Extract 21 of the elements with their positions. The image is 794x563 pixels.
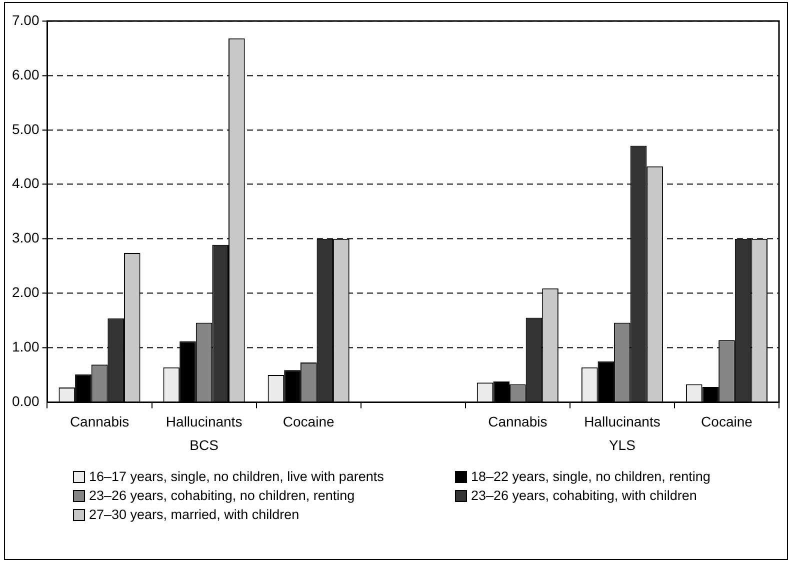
- x-tick-label: Cannabis: [70, 413, 130, 430]
- y-tick-label: 3.00: [12, 230, 40, 246]
- text: YLS: [608, 437, 636, 454]
- x-tick-label: Hallucinants: [584, 413, 660, 430]
- legend-label: 27–30 years, married, with children: [89, 507, 300, 522]
- y-tick-label: 2.00: [12, 284, 40, 300]
- x-tick-label: Cocaine: [701, 413, 753, 430]
- y-tick-label: 1.00: [12, 338, 40, 355]
- x-tick-label: Cocaine: [282, 413, 334, 430]
- legend-label: 23–26 years, cohabiting, with children: [471, 488, 697, 503]
- legend-label: 18–22 years, single, no children, renting: [471, 469, 710, 484]
- x-tick-label: Hallucinants: [166, 413, 242, 430]
- legend-label: 16–17 years, single, no children, live with parents: [89, 469, 384, 484]
- text: BCS: [190, 437, 218, 454]
- y-tick-label: 6.00: [12, 66, 40, 82]
- y-tick-label: 5.00: [12, 120, 40, 137]
- y-tick-label: 7.00: [12, 12, 40, 28]
- legend-label: 23–26 years, cohabiting, no children, renting: [89, 488, 355, 503]
- y-tick-label: 0.00: [12, 393, 40, 410]
- x-tick-label: Cannabis: [488, 413, 548, 430]
- y-tick-label: 4.00: [12, 175, 40, 192]
